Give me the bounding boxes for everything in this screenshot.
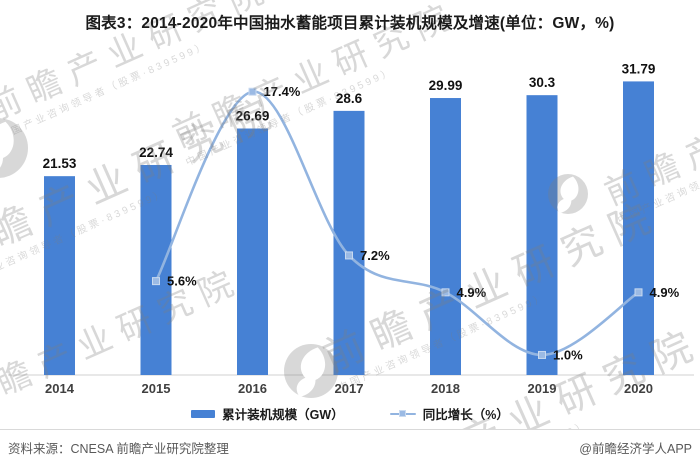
line-marker-2019 [538, 350, 546, 359]
bar-label-2019: 30.3 [529, 75, 556, 90]
legend: 累计装机规模（GW） 同比增长（%） [0, 404, 700, 423]
bar-2020 [623, 81, 654, 375]
growth-line [154, 90, 640, 357]
line-label-2019: 1.0% [553, 347, 583, 362]
bar-2018 [430, 98, 461, 375]
bar-label-2017: 28.6 [336, 91, 363, 106]
bar-label-2018: 29.99 [429, 78, 463, 93]
bar-label-2014: 21.53 [43, 156, 77, 171]
legend-item-capacity: 累计装机规模（GW） [191, 404, 344, 423]
bar-2016 [237, 128, 268, 375]
bar-2015 [140, 164, 172, 375]
legend-label-capacity: 累计装机规模（GW） [222, 408, 344, 422]
line-marker-2020 [634, 288, 643, 297]
source-note: 资料来源：CNESA 前瞻产业研究院整理 [8, 442, 229, 456]
bar-label-2016: 26.69 [236, 109, 270, 124]
x-label-2020: 2020 [624, 381, 653, 396]
x-label-2017: 2017 [335, 381, 364, 396]
x-label-2014: 2014 [45, 381, 75, 396]
legend-item-growth: 同比增长（%） [389, 404, 509, 423]
line-marker-2015 [152, 277, 160, 286]
line-swatch-icon [389, 409, 416, 418]
line-label-2016: 17.4% [264, 84, 301, 99]
page-title: 图表3：2014-2020年中国抽水蓄能项目累计装机规模及增速(单位：GW，%) [85, 15, 615, 32]
line-marker-2018 [441, 288, 450, 297]
line-label-2020: 4.9% [650, 285, 680, 300]
chart-svg: 21.53 2014 22.74 2015 26.69 2016 28.6 2017 29.99… [8, 61, 694, 396]
x-label-2019: 2019 [528, 381, 557, 396]
line-label-2017: 7.2% [360, 248, 390, 263]
footer: 资料来源：CNESA 前瞻产业研究院整理 @前瞻经济学人APP [0, 429, 700, 474]
bar-2019 [526, 95, 558, 375]
line-label-2018: 4.9% [457, 285, 487, 300]
legend-label-growth: 同比增长（%） [422, 408, 509, 422]
x-label-2015: 2015 [142, 381, 171, 396]
bar-2014 [44, 176, 75, 375]
line-marker-2017 [345, 251, 353, 260]
x-label-2016: 2016 [238, 381, 267, 396]
bar-swatch-icon [191, 409, 216, 418]
line-marker-2016 [248, 87, 257, 96]
credit-note: @前瞻经济学人APP [579, 442, 692, 456]
line-label-2015: 5.6% [167, 274, 197, 289]
x-label-2018: 2018 [431, 381, 460, 396]
bar-label-2020: 31.79 [622, 61, 656, 76]
bar-label-2015: 22.74 [139, 145, 173, 160]
